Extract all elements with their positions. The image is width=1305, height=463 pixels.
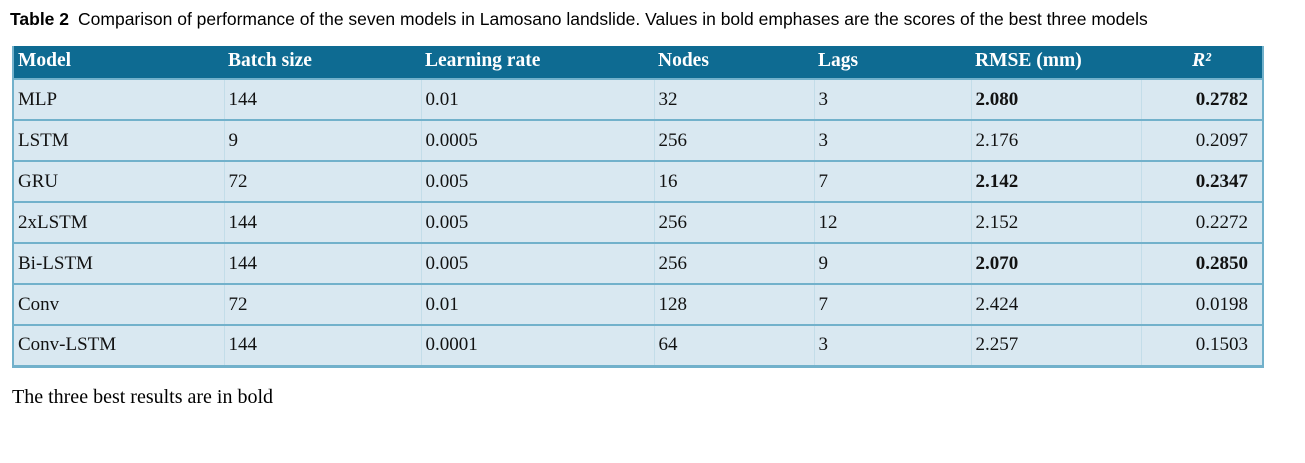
cell-learning_rate: 0.01 (420, 78, 654, 120)
column-header-r2: R² (1141, 46, 1263, 79)
cell-nodes: 64 (653, 324, 814, 366)
cell-nodes: 256 (653, 119, 814, 161)
table-row: Conv 72 0.01 128 7 2.424 0.0198 (13, 283, 1263, 325)
cell-lags: 7 (813, 160, 971, 202)
page: Table 2 Comparison of performance of the … (0, 6, 1305, 409)
cell-learning_rate: 0.01 (420, 283, 654, 325)
cell-lags: 3 (813, 78, 971, 120)
cell-batch_size: 144 (223, 242, 421, 284)
cell-nodes: 128 (653, 283, 814, 325)
table-row: Conv-LSTM 144 0.0001 64 3 2.257 0.1503 (13, 324, 1263, 366)
cell-rmse: 2.070 (970, 242, 1141, 284)
header-row: Model Batch size Learning rate Nodes Lags RMS… (13, 46, 1263, 79)
cell-nodes: 256 (653, 242, 814, 284)
cell-batch_size: 72 (223, 283, 421, 325)
results-table: Model Batch size Learning rate Nodes Lags RMS… (12, 46, 1264, 368)
cell-rmse: 2.176 (970, 119, 1141, 161)
cell-model: Conv (13, 283, 224, 325)
cell-learning_rate: 0.005 (420, 201, 654, 243)
cell-batch_size: 9 (223, 119, 421, 161)
table-row: LSTM 9 0.0005 256 3 2.176 0.2097 (13, 119, 1263, 161)
cell-batch_size: 144 (223, 324, 421, 366)
cell-rmse: 2.152 (970, 201, 1141, 243)
cell-r2: 0.2272 (1140, 201, 1263, 243)
table-caption-text: Comparison of performance of the seven m… (78, 9, 1148, 29)
cell-r2: 0.2850 (1140, 242, 1263, 284)
cell-batch_size: 144 (223, 201, 421, 243)
cell-model: LSTM (13, 119, 224, 161)
table-row: 2xLSTM 144 0.005 256 12 2.152 0.2272 (13, 201, 1263, 243)
cell-lags: 7 (813, 283, 971, 325)
cell-rmse: 2.142 (970, 160, 1141, 202)
table-footnote: The three best results are in bold (12, 385, 274, 408)
cell-model: Conv-LSTM (13, 324, 224, 366)
cell-lags: 3 (813, 119, 971, 161)
cell-lags: 9 (813, 242, 971, 284)
cell-rmse: 2.080 (970, 78, 1141, 120)
cell-lags: 3 (813, 324, 971, 366)
cell-model: MLP (13, 78, 224, 120)
table-body: MLP 144 0.01 32 3 2.080 0.2782 LSTM 9 0.0005 256 3 2… (13, 78, 1263, 366)
cell-learning_rate: 0.005 (420, 160, 654, 202)
column-header-nodes: Nodes (654, 46, 814, 79)
cell-model: GRU (13, 160, 224, 202)
table-caption-label: Table 2 (10, 9, 70, 29)
cell-r2: 0.0198 (1140, 283, 1263, 325)
column-header-batch_size: Batch size (224, 46, 421, 79)
cell-r2: 0.2782 (1140, 78, 1263, 120)
cell-r2: 0.2347 (1140, 160, 1263, 202)
table-caption: Table 2 Comparison of performance of the … (10, 6, 1272, 32)
cell-nodes: 256 (653, 201, 814, 243)
cell-rmse: 2.424 (970, 283, 1141, 325)
cell-rmse: 2.257 (970, 324, 1141, 366)
cell-learning_rate: 0.0001 (420, 324, 654, 366)
cell-batch_size: 144 (223, 78, 421, 120)
cell-batch_size: 72 (223, 160, 421, 202)
column-header-model: Model (13, 46, 224, 79)
cell-learning_rate: 0.005 (420, 242, 654, 284)
cell-learning_rate: 0.0005 (420, 119, 654, 161)
table-row: MLP 144 0.01 32 3 2.080 0.2782 (13, 78, 1263, 120)
cell-model: Bi-LSTM (13, 242, 224, 284)
cell-model: 2xLSTM (13, 201, 224, 243)
cell-nodes: 32 (653, 78, 814, 120)
cell-nodes: 16 (653, 160, 814, 202)
cell-r2: 0.1503 (1140, 324, 1263, 366)
column-header-lags: Lags (814, 46, 971, 79)
column-header-learning_rate: Learning rate (421, 46, 654, 79)
table-row: Bi-LSTM 144 0.005 256 9 2.070 0.2850 (13, 242, 1263, 284)
table-row: GRU 72 0.005 16 7 2.142 0.2347 (13, 160, 1263, 202)
cell-r2: 0.2097 (1140, 119, 1263, 161)
cell-lags: 12 (813, 201, 971, 243)
column-header-rmse: RMSE (mm) (971, 46, 1141, 79)
